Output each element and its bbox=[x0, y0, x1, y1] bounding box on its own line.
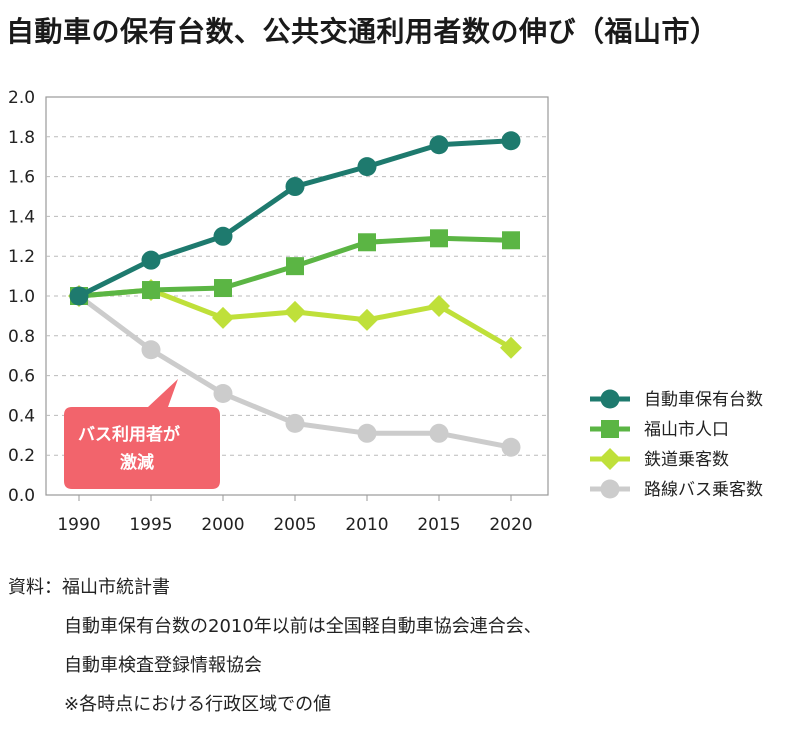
legend-label: 自動車保有台数 bbox=[644, 390, 763, 410]
source-note-detail: 自動車検査登録情報協会 bbox=[64, 655, 262, 676]
series-lines bbox=[68, 131, 522, 457]
data-point bbox=[213, 226, 233, 246]
series bbox=[69, 286, 521, 457]
callout-text: 激減 bbox=[120, 452, 154, 473]
series bbox=[69, 131, 521, 306]
data-point bbox=[284, 300, 306, 323]
legend-item: 福山市人口 bbox=[590, 420, 729, 440]
data-point bbox=[141, 250, 161, 270]
y-tick-label: 1.4 bbox=[8, 207, 35, 227]
data-point bbox=[429, 135, 449, 155]
data-point bbox=[357, 423, 377, 443]
callout-text: バス利用者が bbox=[78, 424, 180, 445]
y-tick-label: 1.6 bbox=[8, 168, 35, 188]
data-point bbox=[141, 340, 161, 360]
y-tick-label: 0.8 bbox=[8, 327, 35, 347]
data-point bbox=[69, 286, 89, 306]
data-point bbox=[500, 336, 522, 359]
data-point bbox=[501, 437, 521, 457]
legend-marker bbox=[599, 448, 621, 470]
data-point bbox=[357, 157, 377, 177]
y-tick-label: 0.2 bbox=[8, 446, 35, 466]
source-note-detail: 自動車保有台数の2010年以前は全国軽自動車協会連合会、 bbox=[64, 616, 542, 637]
axis-labels: 0.0 0.2 0.4 0.6 0.8 1.0 1.2 1.4 1.6 1.8 2.0 1990 199… bbox=[8, 88, 533, 535]
legend-item: 鉄道乗客数 bbox=[590, 448, 729, 470]
data-point bbox=[501, 131, 521, 151]
y-tick-label: 2.0 bbox=[8, 88, 35, 108]
x-tick-label: 1995 bbox=[129, 515, 172, 535]
data-point bbox=[358, 233, 376, 252]
footnote: ※各時点における行政区域での値 bbox=[64, 694, 332, 715]
x-tick-label: 1990 bbox=[57, 515, 100, 535]
y-tick-label: 0.6 bbox=[8, 367, 35, 387]
x-tick-label: 2005 bbox=[273, 515, 316, 535]
data-point bbox=[356, 308, 378, 331]
chart-title: 自動車の保有台数、公共交通利用者数の伸び（福山市） bbox=[6, 15, 719, 48]
y-tick-label: 1.2 bbox=[8, 247, 35, 267]
data-point bbox=[142, 281, 160, 300]
legend-marker bbox=[601, 420, 619, 438]
line-chart: 0.0 0.2 0.4 0.6 0.8 1.0 1.2 1.4 1.6 1.8 2.0 1990 199… bbox=[8, 88, 763, 535]
data-point bbox=[428, 294, 450, 317]
legend-item: 自動車保有台数 bbox=[590, 389, 763, 410]
data-point bbox=[430, 229, 448, 248]
x-tick-label: 2010 bbox=[345, 515, 388, 535]
legend-label: 福山市人口 bbox=[644, 420, 729, 440]
y-tick-label: 1.0 bbox=[8, 287, 35, 307]
legend-marker bbox=[600, 479, 620, 499]
y-tick-label: 0.0 bbox=[8, 486, 35, 506]
legend-item: 路線バス乗客数 bbox=[590, 479, 763, 500]
data-point bbox=[213, 384, 233, 404]
data-point bbox=[285, 413, 305, 433]
data-point bbox=[502, 231, 520, 250]
x-tick-label: 2015 bbox=[417, 515, 460, 535]
source-note: 資料：福山市統計書 bbox=[8, 577, 170, 598]
data-point bbox=[286, 257, 304, 276]
data-point bbox=[212, 306, 234, 329]
x-tick-label: 2000 bbox=[201, 515, 244, 535]
y-tick-label: 1.8 bbox=[8, 128, 35, 148]
data-point bbox=[429, 423, 449, 443]
legend-label: 路線バス乗客数 bbox=[644, 480, 763, 500]
callout-bubble bbox=[64, 379, 220, 489]
y-tick-label: 0.4 bbox=[8, 406, 35, 426]
legend-label: 鉄道乗客数 bbox=[644, 450, 729, 470]
data-point bbox=[285, 177, 305, 197]
x-tick-label: 2020 bbox=[489, 515, 532, 535]
data-point bbox=[214, 279, 232, 298]
legend-marker bbox=[600, 389, 620, 409]
